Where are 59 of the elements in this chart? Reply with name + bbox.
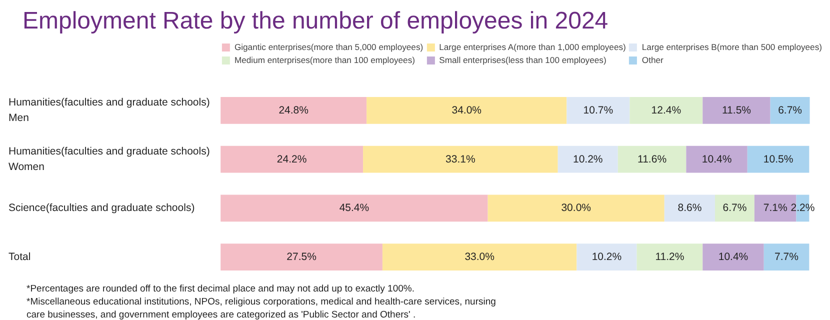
text: *Percentages are rounded off to the first decimal place and may not add up to exactly 100%. (26, 284, 414, 294)
legend-label: Large enterprises A(more than 1,000 employees) (439, 41, 626, 52)
legend-label: Small enterprises(less than 100 employees) (439, 54, 606, 65)
bar (715, 194, 754, 222)
bar (702, 244, 764, 270)
data-label: 30.0% (561, 202, 591, 214)
bar (220, 194, 488, 222)
bar (558, 146, 618, 173)
data-label: 6.7% (778, 104, 802, 116)
data-label: 34.0% (452, 104, 482, 116)
data-label: 7.7% (774, 251, 798, 264)
bar (686, 146, 748, 173)
data-label: 12.4% (651, 104, 682, 116)
y-tick-label: Humanities(faculties and graduate schools) Women (8, 145, 210, 174)
text: *Miscellaneous educational institutions, NPOs, religious corporations, medical and health-care services, nursing care businesses, and government employees are categorized as 'Public Sector and Others' . (26, 296, 496, 320)
legend-label: Medium enterprises(more than 100 employees) (234, 54, 415, 65)
data-label: 2.2% (790, 202, 815, 214)
data-label: 10.4% (718, 251, 748, 264)
bar (664, 194, 716, 222)
data-label: 10.2% (592, 251, 622, 264)
bar (382, 244, 577, 270)
data-label: 10.7% (583, 104, 614, 116)
legend-label: Gigantic enterprises(more than 5,000 employees) (234, 41, 424, 52)
data-label: 7.1% (763, 202, 788, 214)
y-tick-label: Total (8, 251, 31, 264)
y-tick-label: Science(faculties and graduate schools) (8, 202, 195, 214)
data-label: 24.2% (276, 153, 307, 166)
data-label: 27.5% (286, 251, 316, 264)
data-label: 10.2% (572, 153, 603, 166)
bar (220, 244, 382, 270)
bar (702, 96, 770, 124)
legend-label: Other (642, 54, 664, 65)
bar (636, 244, 703, 270)
data-label: 45.4% (339, 202, 370, 214)
bar (576, 244, 637, 270)
bar (366, 96, 567, 124)
data-label: 33.0% (464, 251, 494, 264)
data-label: 10.4% (702, 153, 732, 166)
bar (220, 146, 364, 173)
data-label: 24.8% (278, 104, 308, 116)
bar (764, 244, 810, 270)
data-label: 11.6% (638, 153, 667, 166)
data-label: 11.5% (722, 104, 751, 116)
y-tick-label: Humanities(faculties and graduate schools) Men (8, 96, 210, 124)
bar (220, 96, 367, 124)
legend-label: Large enterprises B(more than 500 employees) (642, 41, 822, 52)
bar (488, 194, 664, 222)
data-label: 10.5% (763, 153, 794, 166)
data-label: 8.6% (678, 202, 702, 214)
bar (566, 96, 630, 124)
bar (747, 146, 810, 173)
chart-title: Employment Rate by the number of employees in 2024 (22, 8, 608, 34)
bar (363, 146, 558, 173)
bar (770, 96, 810, 124)
data-label: 6.7% (722, 202, 747, 214)
data-label: 11.2% (655, 251, 684, 264)
data-label: 33.1% (446, 153, 476, 166)
bar (630, 96, 703, 124)
bar (618, 146, 686, 173)
